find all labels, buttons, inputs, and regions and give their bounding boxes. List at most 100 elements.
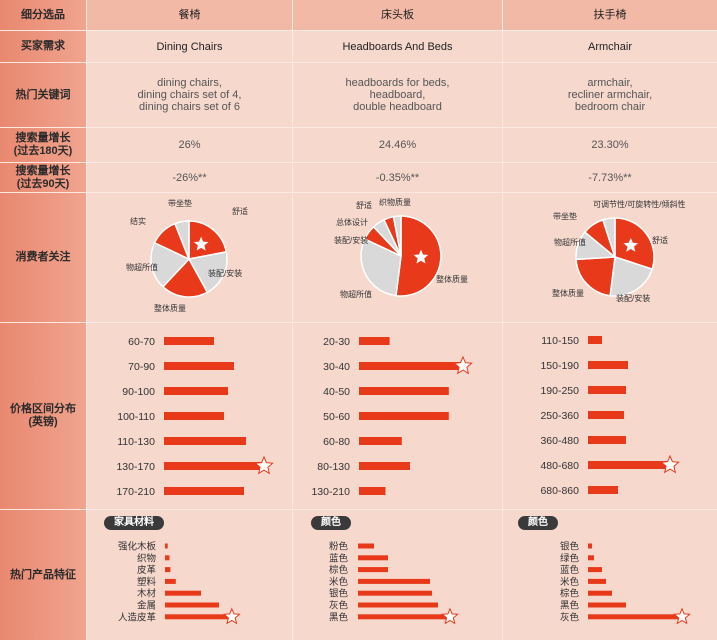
bar-category-label: 110-130 [117, 436, 155, 448]
bar-category-label: 30-40 [323, 361, 350, 373]
bar [588, 361, 628, 369]
bar [588, 461, 668, 469]
bar [358, 614, 448, 620]
pie-label-5: 可调节性/可旋转性/倾斜性 [593, 199, 685, 209]
bar [588, 602, 626, 608]
row-header-price: 价格区间分布 (英镑) [0, 323, 86, 509]
feature-tag-dining: 家具材料 [104, 516, 164, 530]
bar [588, 590, 612, 596]
bar [164, 337, 214, 345]
pie-label-4: 舒适 [356, 200, 372, 210]
bar [358, 543, 374, 549]
chart-4: 20-30 30-40 40-50 50-60 60-80 80-130 130-210 [311, 336, 473, 498]
bar-category-label: 90-100 [122, 386, 155, 398]
segment-headboard: 床头板 [381, 9, 414, 21]
pie-label-0: 舒适 [232, 206, 248, 216]
bar-category-label: 灰色 [329, 600, 349, 612]
bar [588, 486, 618, 494]
bar [358, 578, 430, 584]
star-icon [411, 246, 431, 266]
bar-category-label: 灰色 [560, 611, 580, 623]
pie-label-5: 带坐垫 [168, 198, 192, 208]
growth180-armchair: 23.30% [591, 139, 629, 151]
bar [358, 590, 432, 596]
star-icon [660, 454, 680, 474]
bar-category-label: 木材 [137, 588, 157, 600]
bar [359, 337, 390, 345]
keywords-headboard: headboards for beds, headboard, double h… [345, 77, 450, 113]
bar-category-label: 强化木板 [118, 541, 157, 553]
bar [588, 555, 594, 561]
bar [165, 614, 230, 620]
bar [359, 362, 461, 370]
bar [588, 386, 626, 394]
bar [588, 614, 680, 620]
bar-category-label: 银色 [329, 588, 349, 600]
row-header-growth90: 搜索量增长 (过去90天) [0, 163, 86, 192]
bar [588, 567, 602, 573]
header-row-bg [0, 0, 717, 30]
bar [165, 590, 201, 596]
bar-category-label: 70-90 [128, 361, 155, 373]
bar [588, 411, 624, 419]
demand-headboard: Headboards And Beds [342, 40, 453, 53]
bar [359, 412, 449, 420]
bar [588, 336, 602, 344]
bar [358, 555, 388, 561]
row-header-concerns: 消费者关注 [0, 193, 86, 322]
bar [164, 462, 262, 470]
star-icon [620, 235, 641, 254]
pie-slice-5 [601, 217, 616, 258]
bar-category-label: 50-60 [323, 411, 350, 423]
bar [358, 567, 388, 573]
demand-dining: Dining Chairs [156, 40, 223, 53]
bar [164, 387, 228, 395]
pie-slice-1 [609, 256, 654, 297]
pie-label-3: 物超所值 [554, 237, 586, 247]
pie-label-4: 结实 [130, 216, 146, 226]
bar [165, 602, 219, 608]
bar [165, 555, 170, 561]
segment-dining: 餐椅 [178, 9, 201, 21]
chart-5: 110-150 150-190 190-250 250-360 360-480 480-6… [540, 335, 680, 497]
bar-category-label: 190-250 [540, 385, 579, 397]
bar-category-label: 360-480 [540, 435, 579, 447]
demand-armchair: Armchair [587, 40, 632, 53]
pie-label-3: 总体设计 [336, 217, 368, 227]
pie-label-1: 物超所值 [340, 289, 372, 299]
growth90-headboard: -0.35%** [375, 171, 420, 184]
row-header-growth180: 搜索量增长 (过去180天) [0, 128, 86, 162]
keywords-armchair: armchair, recliner armchair, bedroom cha… [567, 77, 653, 113]
segment-armchair: 扶手椅 [593, 9, 627, 21]
pie-label-1: 装配/安装 [616, 293, 650, 303]
bar-category-label: 金属 [137, 600, 156, 612]
pie-slice-5 [392, 215, 402, 257]
bar-category-label: 680-860 [540, 485, 579, 497]
feature-tag-headboard: 颜色 [311, 516, 351, 530]
bar-category-label: 棕色 [560, 588, 580, 600]
bar [358, 602, 438, 608]
pie-label-1: 装配/安装 [208, 268, 242, 278]
pie-label-4: 带坐垫 [553, 211, 577, 221]
star-icon [453, 355, 473, 375]
pie-slice-2 [161, 257, 209, 298]
bar [165, 578, 176, 584]
pie-label-3: 物超所值 [126, 262, 158, 272]
pie-slice-1 [360, 238, 402, 297]
bar-category-label: 绿色 [560, 552, 580, 564]
row-header-demand: 买家需求 [0, 31, 86, 62]
growth90-armchair: -7.73%** [588, 171, 632, 184]
bar [588, 543, 592, 549]
bar-category-label: 银色 [560, 541, 580, 553]
growth180-dining: 26% [178, 139, 201, 151]
star-icon [191, 234, 211, 253]
pie-label-2: 整体质量 [552, 288, 584, 298]
chart-3: 60-70 70-90 90-100 100-110 110-130 130-170 170… [116, 336, 274, 498]
pie-label-0: 整体质量 [436, 274, 468, 284]
bar-category-label: 170-210 [116, 486, 155, 498]
